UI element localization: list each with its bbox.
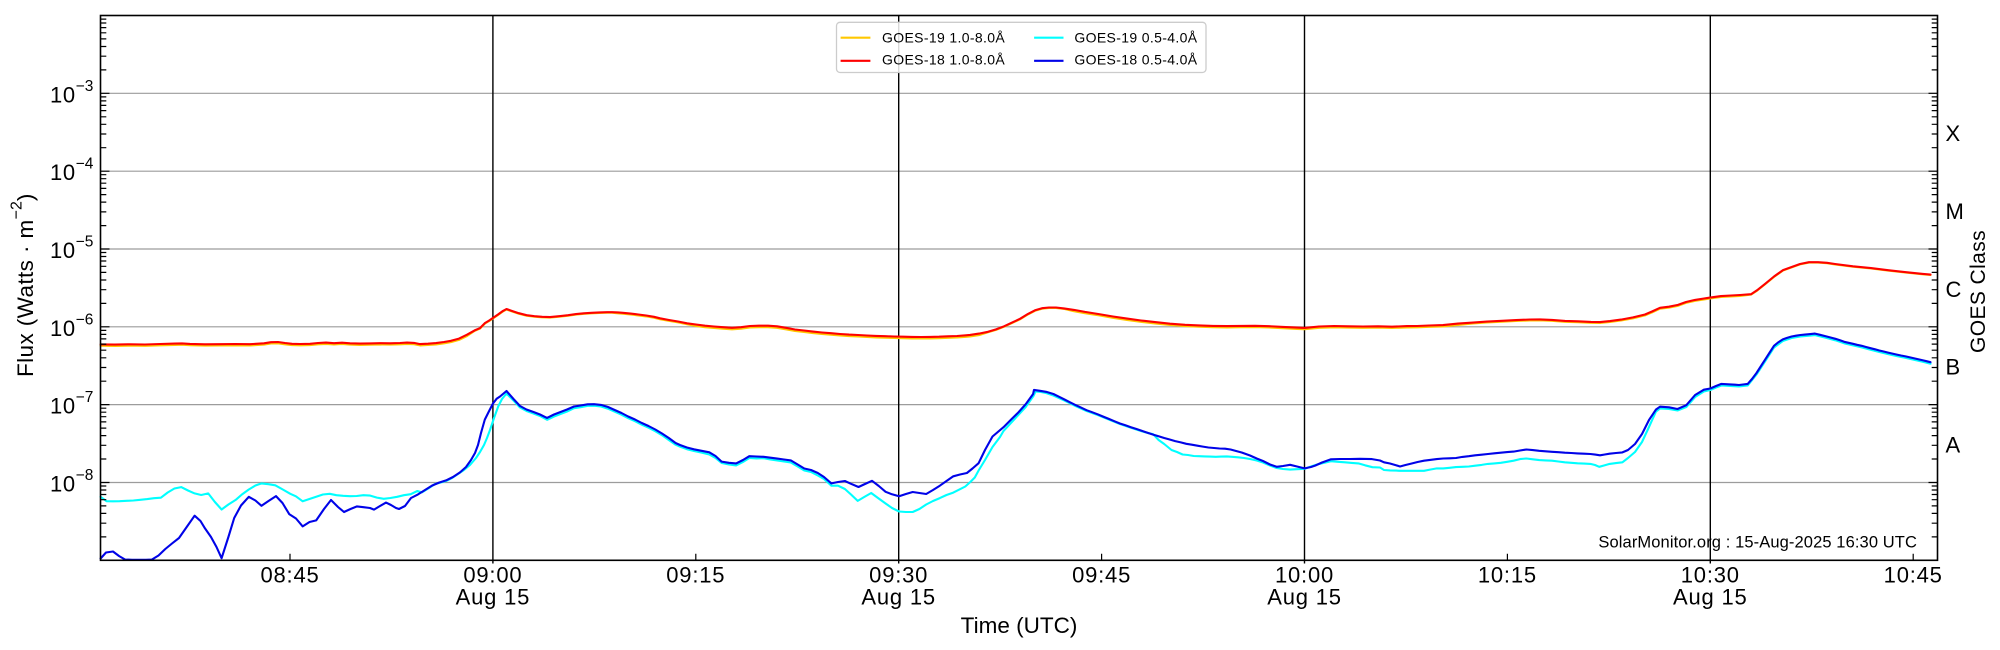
svg-text:GOES-18 1.0-8.0Å: GOES-18 1.0-8.0Å: [882, 52, 1005, 68]
svg-text:08:45: 08:45: [260, 563, 319, 588]
svg-text:10:00: 10:00: [1275, 563, 1334, 588]
svg-text:SolarMonitor.org : 15-Aug-2025: SolarMonitor.org : 15-Aug-2025 16:30 UTC: [1598, 534, 1917, 552]
svg-text:B: B: [1946, 355, 1961, 380]
svg-text:Aug 15: Aug 15: [1673, 584, 1748, 609]
svg-text:10:45: 10:45: [1884, 563, 1943, 588]
svg-text:09:30: 09:30: [869, 563, 928, 588]
svg-text:Time (UTC): Time (UTC): [961, 613, 1078, 638]
svg-text:10:15: 10:15: [1478, 563, 1537, 588]
svg-text:Flux (Watts · m−2): Flux (Watts · m−2): [9, 193, 39, 377]
svg-text:X: X: [1946, 121, 1961, 146]
svg-text:GOES-19 0.5-4.0Å: GOES-19 0.5-4.0Å: [1074, 29, 1197, 45]
svg-text:09:15: 09:15: [666, 563, 725, 588]
svg-text:09:45: 09:45: [1072, 563, 1131, 588]
svg-text:M: M: [1946, 199, 1964, 224]
svg-text:GOES-19 1.0-8.0Å: GOES-19 1.0-8.0Å: [882, 29, 1005, 45]
svg-text:10:30: 10:30: [1681, 563, 1740, 588]
svg-text:A: A: [1946, 433, 1961, 458]
svg-text:GOES-18 0.5-4.0Å: GOES-18 0.5-4.0Å: [1074, 52, 1197, 68]
svg-text:GOES Class: GOES Class: [1967, 230, 1990, 353]
svg-text:Aug 15: Aug 15: [1267, 584, 1342, 609]
svg-text:C: C: [1946, 277, 1962, 302]
svg-text:Aug 15: Aug 15: [861, 584, 936, 609]
svg-text:09:00: 09:00: [463, 563, 522, 588]
svg-text:Aug 15: Aug 15: [456, 584, 531, 609]
svg-text:10−3: 10−3: [50, 78, 93, 108]
